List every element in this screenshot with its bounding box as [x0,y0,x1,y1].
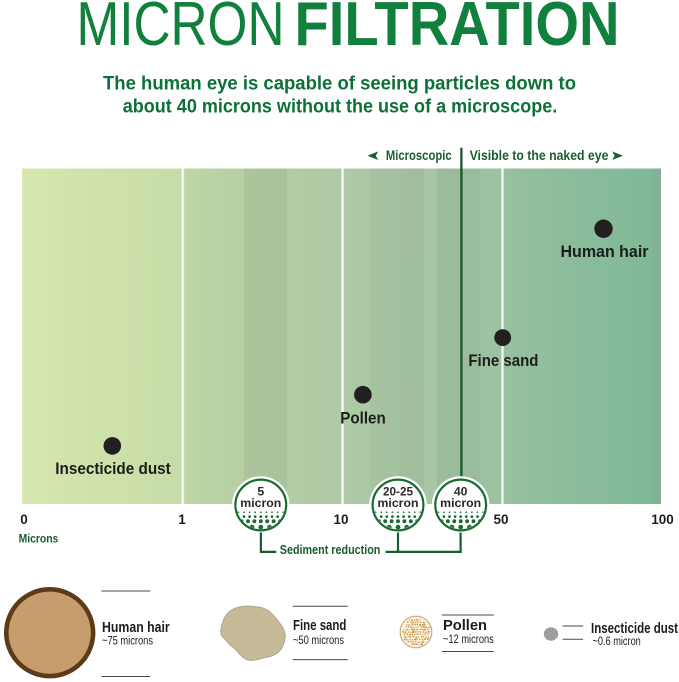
svg-text:micron: micron [240,496,281,510]
svg-text:Human hair: Human hair [561,243,650,261]
svg-text:FILTRATION: FILTRATION [295,0,620,59]
svg-text:Sediment reduction: Sediment reduction [280,543,381,557]
svg-text:5: 5 [257,484,264,498]
svg-text:Insecticide dust: Insecticide dust [591,621,678,637]
svg-text:10: 10 [333,512,348,527]
svg-text:Fine sand: Fine sand [468,352,538,370]
svg-text:~75 microns: ~75 microns [102,636,153,648]
svg-text:MICRON: MICRON [77,0,285,59]
svg-text:Pollen: Pollen [443,618,487,634]
svg-text:Fine sand: Fine sand [293,618,346,634]
svg-text:0: 0 [20,512,28,527]
svg-text:micron: micron [378,496,419,510]
svg-text:~0.6 micron: ~0.6 micron [593,636,641,648]
svg-text:Microscopic: Microscopic [386,148,452,164]
svg-text:50: 50 [493,512,508,527]
svg-text:micron: micron [440,496,481,510]
svg-text:1: 1 [178,512,186,527]
svg-text:40: 40 [454,484,468,498]
svg-text:Human hair: Human hair [102,620,170,636]
svg-text:Insecticide dust: Insecticide dust [55,460,171,478]
svg-text:100: 100 [651,512,674,527]
svg-text:Microns: Microns [19,532,59,546]
svg-text:The human eye is capable of se: The human eye is capable of seeing parti… [103,74,576,95]
svg-text:~12 microns: ~12 microns [443,634,494,646]
svg-text:about 40 microns without the u: about 40 microns without the use of a mi… [123,97,558,118]
svg-text:20-25: 20-25 [383,484,413,498]
svg-text:~50 microns: ~50 microns [293,635,344,647]
svg-text:Visible to the naked eye: Visible to the naked eye [470,148,609,164]
svg-text:Pollen: Pollen [340,410,385,428]
